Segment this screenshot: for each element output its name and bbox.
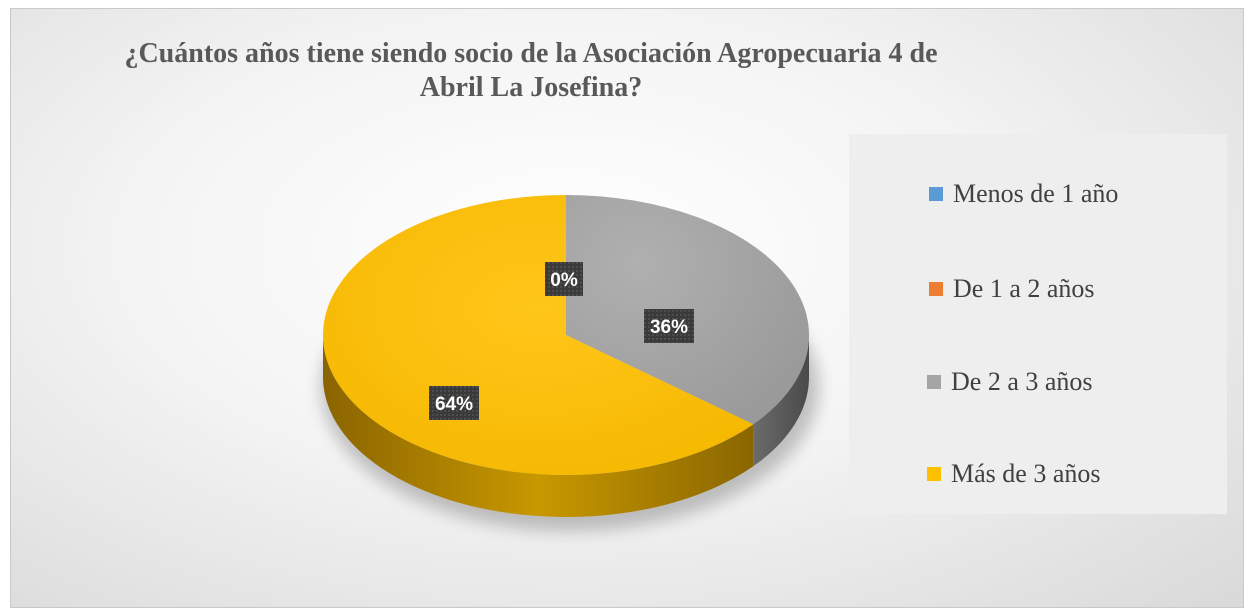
chart-area: ¿Cuántos años tiene siendo socio de la A… — [10, 8, 1244, 608]
data-label-box — [545, 262, 583, 296]
data-label-text: 36% — [650, 317, 688, 338]
legend-item-menos-de-1-ano: Menos de 1 año — [929, 174, 1118, 214]
legend-label: Menos de 1 año — [953, 179, 1119, 208]
pie-side-mas-de-3-anos — [323, 335, 754, 517]
data-labels-group: 0% 36% 64% — [429, 262, 694, 420]
data-label-text: 0% — [550, 270, 578, 291]
legend-label: De 2 a 3 años — [951, 367, 1093, 396]
legend: Menos de 1 año De 1 a 2 años De 2 a 3 años… — [849, 134, 1227, 514]
data-label-box — [429, 386, 479, 420]
legend-label: De 1 a 2 años — [953, 274, 1095, 303]
pie-slices-group — [321, 195, 819, 531]
pie-side-de-2-a-3-anos — [753, 335, 809, 467]
chart-title-line-1: ¿Cuántos años tiene siendo socio de la A… — [124, 38, 938, 69]
pie-chart: 0% 36% 64% — [321, 195, 819, 531]
legend-item-de-1-a-2-anos: De 1 a 2 años — [929, 269, 1095, 309]
legend-swatch — [927, 467, 941, 481]
legend-label: Más de 3 años — [951, 459, 1101, 488]
data-label-text: 64% — [435, 394, 473, 415]
data-label-box — [644, 309, 694, 343]
legend-item-mas-de-3-anos: Más de 3 años — [927, 454, 1100, 494]
legend-swatch — [929, 282, 943, 296]
data-label-2: 36% — [644, 309, 694, 343]
chart-title-line-2: Abril La Josefina? — [419, 72, 643, 103]
chart-title: ¿Cuántos años tiene siendo socio de la A… — [121, 37, 941, 105]
legend-item-de-2-a-3-anos: De 2 a 3 años — [927, 362, 1093, 402]
data-label-3: 64% — [429, 386, 479, 420]
data-label-1: 0% — [545, 262, 583, 296]
legend-swatch — [927, 375, 941, 389]
legend-swatch — [929, 187, 943, 201]
